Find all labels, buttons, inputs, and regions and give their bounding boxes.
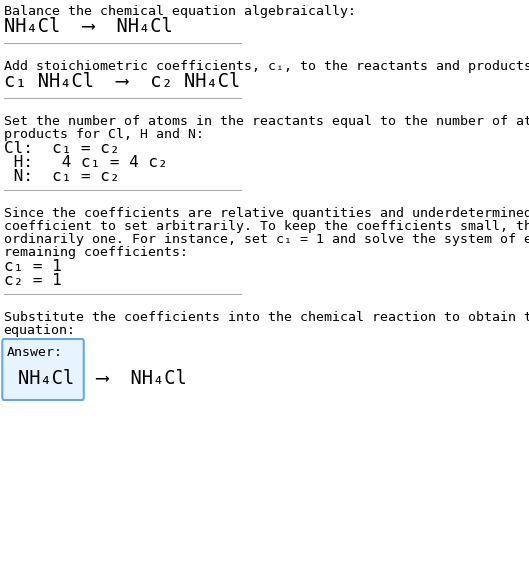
Text: ordinarily one. For instance, set c₁ = 1 and solve the system of equations for t: ordinarily one. For instance, set c₁ = 1… — [4, 233, 529, 246]
Text: Cl:  c₁ = c₂: Cl: c₁ = c₂ — [4, 141, 119, 156]
Text: Balance the chemical equation algebraically:: Balance the chemical equation algebraica… — [4, 5, 355, 18]
Text: remaining coefficients:: remaining coefficients: — [4, 246, 188, 259]
Text: Add stoichiometric coefficients, cᵢ, to the reactants and products:: Add stoichiometric coefficients, cᵢ, to … — [4, 60, 529, 73]
Text: products for Cl, H and N:: products for Cl, H and N: — [4, 128, 204, 141]
Text: equation:: equation: — [4, 324, 76, 337]
Text: NH₄Cl  ⟶  NH₄Cl: NH₄Cl ⟶ NH₄Cl — [17, 369, 186, 388]
Text: Answer:: Answer: — [6, 346, 62, 359]
Text: Substitute the coefficients into the chemical reaction to obtain the balanced: Substitute the coefficients into the che… — [4, 311, 529, 324]
Text: H:   4 c₁ = 4 c₂: H: 4 c₁ = 4 c₂ — [4, 155, 167, 170]
Text: c₁ NH₄Cl  ⟶  c₂ NH₄Cl: c₁ NH₄Cl ⟶ c₂ NH₄Cl — [4, 72, 240, 91]
Text: NH₄Cl  ⟶  NH₄Cl: NH₄Cl ⟶ NH₄Cl — [4, 17, 172, 36]
Text: coefficient to set arbitrarily. To keep the coefficients small, the arbitrary va: coefficient to set arbitrarily. To keep … — [4, 220, 529, 233]
Text: c₂ = 1: c₂ = 1 — [4, 273, 61, 288]
Text: Since the coefficients are relative quantities and underdetermined, choose a: Since the coefficients are relative quan… — [4, 207, 529, 220]
Text: c₁ = 1: c₁ = 1 — [4, 259, 61, 274]
FancyBboxPatch shape — [2, 339, 84, 400]
Text: N:  c₁ = c₂: N: c₁ = c₂ — [4, 169, 119, 184]
Text: Set the number of atoms in the reactants equal to the number of atoms in the: Set the number of atoms in the reactants… — [4, 115, 529, 128]
